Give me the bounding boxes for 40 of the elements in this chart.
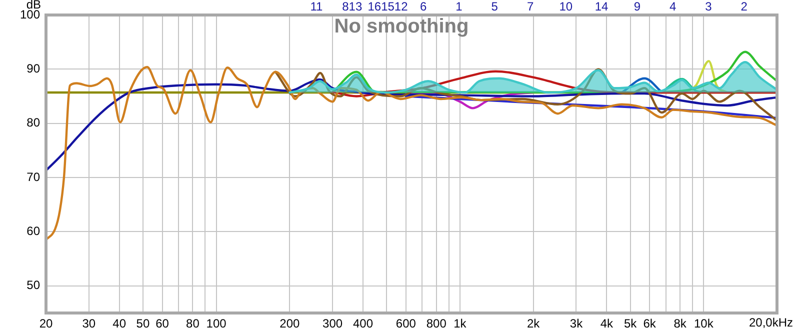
x-tick-label: 10k [694, 316, 714, 331]
x-tick-label: 400 [353, 316, 374, 331]
x-tick-label: 5k [624, 316, 638, 331]
y-tick-label: 50 [26, 278, 40, 292]
y-tick-label: 90 [26, 61, 40, 76]
x-tick-label: 600 [396, 316, 416, 331]
x-tick-label: 200 [280, 316, 300, 331]
x-tick-label: 50 [136, 316, 150, 331]
text: 161512 [368, 0, 408, 14]
text: 1 [456, 0, 463, 14]
text: 11 [310, 0, 324, 14]
x-tick-label: 100 [206, 316, 227, 331]
text: 4 [669, 0, 676, 14]
x-tick-label: 20 [39, 316, 53, 331]
text: 6 [420, 0, 428, 14]
x-axis-title: 20,0kHz [748, 315, 794, 330]
x-tick-label: 800 [426, 316, 447, 331]
x-tick-label: 3k [570, 316, 584, 331]
text: 2 [740, 0, 748, 14]
text: 14 [594, 0, 609, 14]
x-tick-label: 80 [186, 316, 200, 331]
x-tick-label: 8k [674, 316, 688, 331]
x-tick-label: 30 [82, 316, 96, 331]
x-tick-label: 6k [643, 316, 657, 331]
text: 10 [559, 0, 573, 14]
x-tick-label: 2k [526, 316, 541, 331]
x-tick-label: 4k [600, 316, 614, 331]
text: 813 [342, 0, 362, 14]
x-tick-label: 1k [454, 316, 468, 331]
text: 7 [526, 0, 534, 14]
y-tick-label: 60 [26, 224, 40, 238]
x-tick-label: 300 [322, 316, 343, 331]
text: 9 [634, 0, 641, 14]
x-tick-label: 40 [112, 316, 126, 331]
chart-title: No smoothing [334, 16, 469, 38]
y-tick-label: 70 [26, 170, 40, 184]
text: 5 [491, 0, 498, 14]
text: 3 [705, 0, 712, 14]
y-tick-label: 80 [26, 116, 40, 130]
x-tick-label: 60 [156, 316, 170, 331]
